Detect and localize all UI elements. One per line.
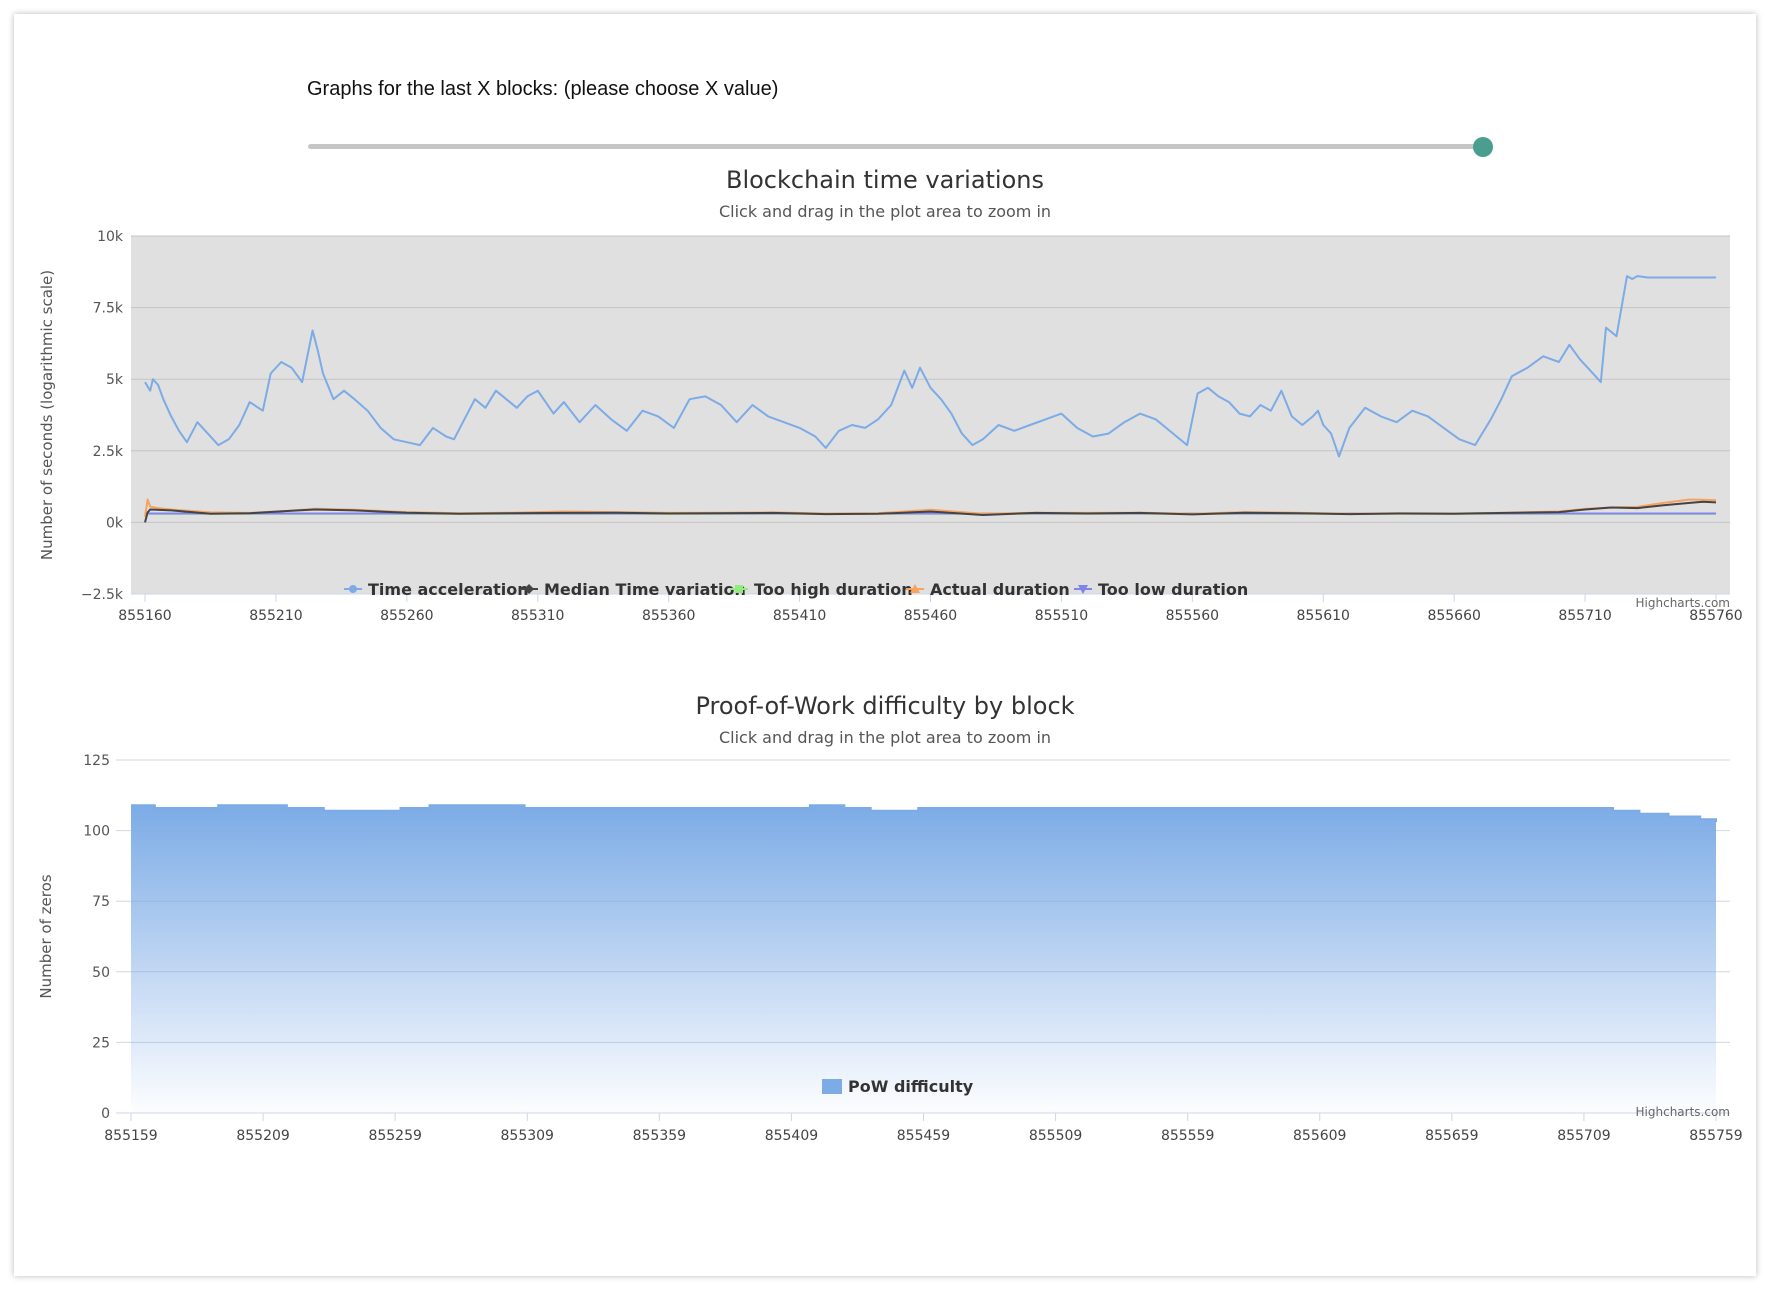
x-tick-label: 855510 — [1035, 608, 1088, 624]
plot-background — [131, 236, 1730, 594]
x-tick-label: 855210 — [249, 608, 302, 624]
y-tick-label: 7.5k — [93, 301, 124, 317]
y-axis-label: Number of seconds (logarithmic scale) — [38, 270, 56, 560]
legend-item-time-acceleration[interactable]: Time acceleration — [344, 580, 529, 599]
y-tick-label: −2.5k — [81, 587, 124, 603]
x-tick-label: 855759 — [1689, 1128, 1742, 1144]
x-tick-label: 855560 — [1166, 608, 1219, 624]
x-tick-label: 855309 — [501, 1128, 554, 1144]
x-tick-label: 855509 — [1029, 1128, 1082, 1144]
x-tick-label: 855610 — [1297, 608, 1350, 624]
y-tick-label: 0k — [106, 515, 124, 531]
x-tick-label: 855209 — [236, 1128, 289, 1144]
x-tick-label: 855260 — [380, 608, 433, 624]
legend-marker-square — [822, 1079, 842, 1094]
y-tick-label: 50 — [92, 965, 110, 981]
chart-title: Blockchain time variations — [726, 166, 1044, 194]
x-tick-label: 855710 — [1558, 608, 1611, 624]
legend-marker-diamond — [524, 584, 534, 594]
x-tick-label: 855760 — [1689, 608, 1742, 624]
highcharts-credit: Highcharts.com — [1636, 596, 1730, 610]
pow-difficulty-area — [131, 805, 1716, 1113]
x-tick-label: 855660 — [1427, 608, 1480, 624]
series-line-median-time-variation — [144, 500, 1717, 523]
legend-label: Too low duration — [1098, 580, 1248, 599]
x-tick-label: 855460 — [904, 608, 957, 624]
legend-label: Actual duration — [930, 580, 1070, 599]
x-tick-label: 855410 — [773, 608, 826, 624]
chart-subtitle: Click and drag in the plot area to zoom … — [719, 728, 1051, 747]
x-tick-label: 855310 — [511, 608, 564, 624]
legend-marker-triangle-down — [1078, 585, 1088, 594]
legend-label: Time acceleration — [368, 580, 529, 599]
x-tick-label: 855360 — [642, 608, 695, 624]
x-tick-label: 855709 — [1557, 1128, 1610, 1144]
x-tick-label: 855359 — [633, 1128, 686, 1144]
legend-item-median-time-variation[interactable]: Median Time variation — [520, 580, 746, 599]
time-variations-chart[interactable]: Blockchain time variations Click and drag… — [14, 158, 1756, 688]
legend-item-actual-duration[interactable]: Actual duration — [906, 580, 1070, 599]
x-tick-label: 855659 — [1425, 1128, 1478, 1144]
legend-label: PoW difficulty — [848, 1077, 974, 1096]
block-count-slider-thumb[interactable] — [1473, 137, 1493, 157]
y-tick-label: 100 — [83, 824, 110, 840]
y-tick-label: 25 — [92, 1035, 110, 1051]
x-tick-label: 855559 — [1161, 1128, 1214, 1144]
y-tick-label: 2.5k — [93, 444, 124, 460]
legend-label: Median Time variation — [544, 580, 746, 599]
y-tick-label: 125 — [83, 753, 110, 769]
x-tick-label: 855409 — [765, 1128, 818, 1144]
y-tick-label: 10k — [97, 229, 124, 245]
x-tick-label: 855459 — [897, 1128, 950, 1144]
y-axis-label: Number of zeros — [37, 874, 55, 998]
legend-marker-circle — [349, 585, 357, 593]
x-tick-label: 855259 — [368, 1128, 421, 1144]
chart-title: Proof-of-Work difficulty by block — [695, 694, 1074, 720]
slider-label: Graphs for the last X blocks: (please ch… — [307, 78, 779, 100]
series-line-time-acceleration — [144, 275, 1716, 458]
highcharts-credit: Highcharts.com — [1636, 1105, 1730, 1119]
x-tick-label: 855160 — [118, 608, 171, 624]
legend-item-pow-difficulty[interactable]: PoW difficulty — [822, 1077, 974, 1096]
y-tick-label: 5k — [106, 372, 124, 388]
chart-subtitle: Click and drag in the plot area to zoom … — [719, 202, 1051, 221]
x-tick-label: 855159 — [104, 1128, 157, 1144]
legend-item-too-high-duration[interactable]: Too high duration — [730, 580, 913, 599]
pow-difficulty-line — [131, 804, 1717, 823]
y-tick-label: 0 — [101, 1106, 110, 1122]
pow-difficulty-chart[interactable]: Proof-of-Work difficulty by block Click a… — [14, 694, 1756, 1224]
legend-marker-triangle — [910, 584, 920, 593]
legend-label: Too high duration — [754, 580, 913, 599]
block-count-slider-track[interactable] — [308, 144, 1480, 149]
x-tick-label: 855609 — [1293, 1128, 1346, 1144]
legend-item-too-low-duration[interactable]: Too low duration — [1074, 580, 1248, 599]
y-tick-label: 75 — [92, 894, 110, 910]
legend-marker-square — [735, 585, 743, 593]
